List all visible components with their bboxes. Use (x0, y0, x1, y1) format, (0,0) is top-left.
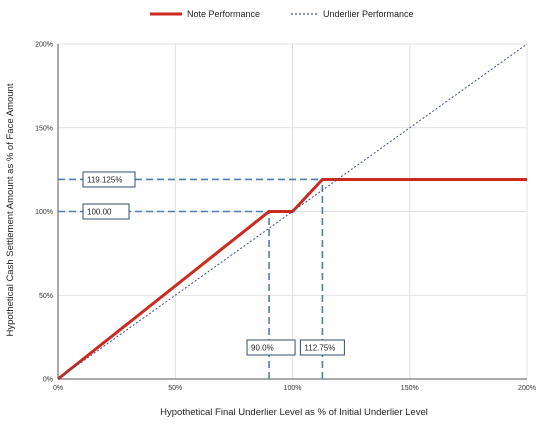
annotation-label: 112.75% (304, 344, 335, 353)
y-tick-label: 0% (43, 377, 53, 384)
y-tick-label: 200% (35, 42, 53, 49)
y-tick-label: 150% (35, 125, 53, 132)
x-tick-label: 200% (518, 385, 536, 392)
annotation-box (82, 203, 130, 220)
annotation-boxes: 119.125% 100.00 90.0% 112.75% (82, 171, 345, 356)
annotation-box (82, 171, 136, 188)
x-tick-label: 50% (168, 385, 182, 392)
annotation-box (246, 339, 296, 356)
annotation-label: 90.0% (251, 344, 274, 353)
y-tick-label: 100% (35, 209, 53, 216)
series-line-underlier-performance (57, 43, 528, 380)
y-tick-label: 50% (39, 293, 53, 300)
x-tick-label: 150% (401, 385, 419, 392)
x-tick-label: 100% (284, 385, 302, 392)
annotation-box (299, 339, 345, 356)
x-axis-title: Hypothetical Final Underlier Level as % … (160, 407, 428, 418)
x-tick-label: 0% (53, 385, 63, 392)
legend-label-note-performance: Note Performance (187, 9, 260, 19)
tick-labels: 0% 50% 100% 150% 200% 0% 50% 100% 150% 200% (35, 42, 536, 393)
legend: Note Performance Underlier Performance (150, 9, 414, 19)
annotation-label: 119.125% (87, 175, 122, 184)
series-lines (57, 43, 528, 381)
y-axis-title: Hypothetical Cash Settlement Amount as %… (5, 83, 16, 336)
annotation-label: 100.00 (87, 208, 112, 217)
legend-label-underlier-performance: Underlier Performance (323, 9, 414, 19)
